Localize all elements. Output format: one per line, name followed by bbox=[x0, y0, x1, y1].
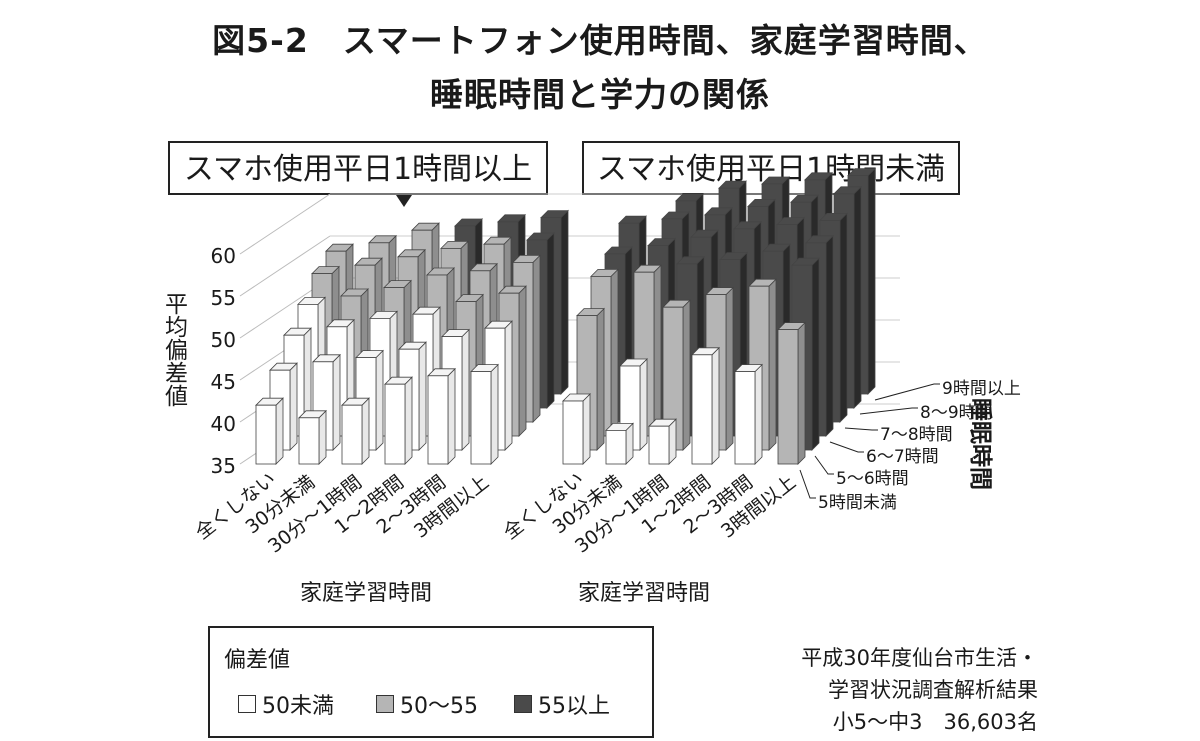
bar bbox=[341, 404, 363, 465]
bar bbox=[255, 404, 277, 465]
y-axis-label-text: 平均偏差値 bbox=[160, 292, 187, 407]
bar-side bbox=[275, 397, 284, 465]
bar-side bbox=[546, 232, 555, 409]
bar-side bbox=[289, 362, 298, 451]
bar-side bbox=[332, 353, 341, 451]
bar-side bbox=[418, 341, 427, 451]
y-tick-label: 55 bbox=[210, 286, 236, 310]
bar-side bbox=[490, 363, 499, 465]
source-note-line3: 小5～中3 36,603名 bbox=[832, 710, 1038, 734]
bar-side bbox=[825, 234, 834, 437]
bar bbox=[298, 417, 320, 465]
bar bbox=[562, 400, 584, 465]
bar-side bbox=[682, 299, 691, 451]
bar-side bbox=[532, 254, 541, 423]
bar-side bbox=[404, 376, 413, 465]
legend: 偏差値 50未満 50～55 55以上 bbox=[208, 626, 654, 738]
depth-tick-label: 5～6時間 bbox=[836, 469, 909, 489]
legend-swatch-gray bbox=[376, 695, 394, 713]
y-tick-label: 35 bbox=[210, 454, 236, 478]
legend-item-above-55: 55以上 bbox=[514, 688, 610, 720]
depth-tick-label: 5時間未満 bbox=[818, 493, 897, 513]
depth-leader-line bbox=[799, 469, 816, 499]
gridline-side bbox=[239, 235, 331, 297]
bar-side bbox=[375, 349, 384, 451]
depth-tick-label: 7～8時間 bbox=[880, 425, 953, 445]
bar-side bbox=[504, 320, 513, 451]
bar bbox=[470, 371, 492, 465]
depth-tick-label: 8～9時間 bbox=[920, 403, 993, 423]
gridline-side bbox=[239, 193, 331, 255]
depth-leader-line bbox=[814, 455, 834, 475]
y-tick-label: 60 bbox=[210, 244, 236, 268]
depth-leader-line bbox=[874, 383, 940, 401]
bar-side bbox=[318, 409, 327, 465]
depth-axis-label: 睡眠時間 bbox=[967, 398, 993, 490]
bar-side bbox=[447, 367, 456, 465]
bar bbox=[691, 354, 713, 465]
legend-item-below-50: 50未満 bbox=[238, 688, 334, 720]
depth-tick-label: 6～7時間 bbox=[866, 447, 939, 467]
panel-label-1-pointer bbox=[396, 195, 412, 207]
legend-swatch-white bbox=[238, 695, 256, 713]
chart-title-line1: 図5-2 スマートフォン使用時間、家庭学習時間、 bbox=[212, 21, 988, 60]
source-note-line2: 学習状況調査解析結果 bbox=[828, 678, 1038, 702]
bar-side bbox=[653, 264, 662, 437]
legend-item-50-55: 50～55 bbox=[376, 688, 478, 720]
bar-side bbox=[811, 257, 820, 451]
bar-side bbox=[725, 286, 734, 451]
source-note-line1: 平成30年度仙台市生活・ bbox=[801, 646, 1038, 670]
bar-side bbox=[596, 307, 605, 451]
y-tick-label: 45 bbox=[210, 370, 236, 394]
bar-side bbox=[668, 418, 677, 465]
bar-side bbox=[754, 363, 763, 465]
depth-leader-line bbox=[844, 427, 878, 431]
legend-label: 50未満 bbox=[262, 694, 334, 719]
chart-title-line2: 睡眠時間と学力の関係 bbox=[430, 75, 770, 114]
legend-label: 55以上 bbox=[538, 694, 610, 719]
legend-swatch-dark bbox=[514, 695, 532, 713]
bar bbox=[427, 375, 449, 465]
bar-side bbox=[768, 278, 777, 451]
bar-side bbox=[461, 328, 470, 451]
bar-side bbox=[639, 358, 648, 451]
bar-side bbox=[518, 285, 527, 437]
bar bbox=[734, 371, 756, 465]
bar-side bbox=[867, 167, 876, 395]
bar-side bbox=[711, 346, 720, 465]
bar-side bbox=[610, 268, 619, 437]
bar bbox=[605, 429, 627, 465]
y-tick-label: 40 bbox=[210, 412, 236, 436]
bar-side bbox=[582, 393, 591, 465]
bar-side bbox=[361, 397, 370, 465]
x-axis-label-1: 家庭学習時間 bbox=[300, 581, 433, 606]
legend-title: 偏差値 bbox=[224, 648, 291, 673]
legend-label: 50～55 bbox=[400, 694, 478, 719]
bar-side bbox=[560, 209, 569, 395]
bar bbox=[648, 425, 670, 465]
depth-leader-line bbox=[829, 441, 864, 453]
y-axis-label: 平均偏差値 bbox=[158, 292, 188, 414]
bar-side bbox=[853, 185, 862, 409]
bar bbox=[777, 329, 799, 465]
bar-side bbox=[839, 212, 848, 423]
y-tick-label: 50 bbox=[210, 328, 236, 352]
bar-side bbox=[797, 321, 806, 465]
depth-leader-line bbox=[859, 407, 918, 415]
bar bbox=[384, 383, 406, 465]
depth-tick-label: 9時間以上 bbox=[942, 379, 1021, 399]
x-axis-label-2: 家庭学習時間 bbox=[578, 581, 711, 606]
